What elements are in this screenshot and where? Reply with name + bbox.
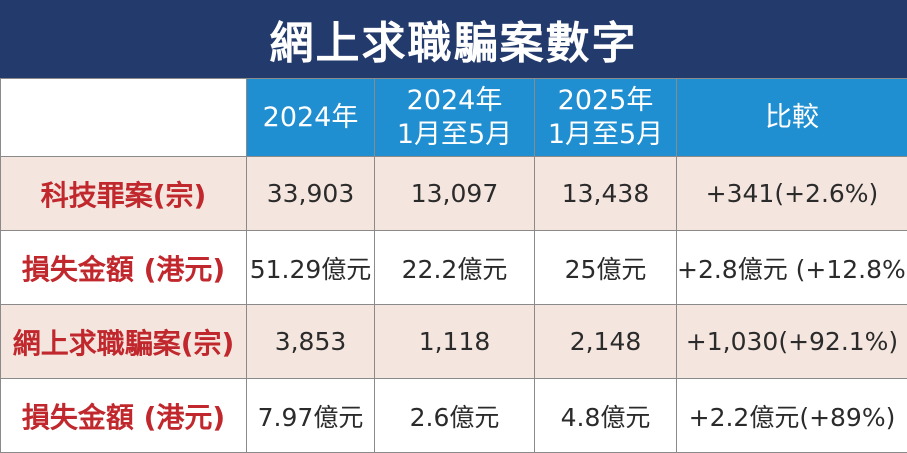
column-header-line: 2024年	[406, 84, 503, 116]
table-cell: +1,030(+92.1%)	[676, 304, 907, 379]
column-header-line: 1月至5月	[547, 118, 664, 150]
column-header-comparison: 比較	[676, 78, 907, 157]
header-corner-cell	[0, 78, 247, 157]
table-cell: 4.8億元	[534, 378, 677, 453]
table-cell: 2,148	[534, 304, 677, 379]
table-cell: +2.8億元 (+12.8%)	[676, 230, 907, 305]
column-header-line: 2025年	[557, 84, 654, 116]
table-cell: 3,853	[246, 304, 375, 379]
table-row: 科技罪案(宗) 33,903 13,097 13,438 +341(+2.6%)	[0, 156, 907, 231]
table-row: 損失金額 (港元) 51.29億元 22.2億元 25億元 +2.8億元 (+1…	[0, 230, 907, 305]
column-header-line: 比較	[765, 101, 819, 133]
table-cell: 25億元	[534, 230, 677, 305]
page-title: 網上求職騙案數字	[0, 0, 907, 78]
table-cell: 7.97億元	[246, 378, 375, 453]
table-row: 損失金額 (港元) 7.97億元 2.6億元 4.8億元 +2.2億元(+89%…	[0, 378, 907, 453]
table-cell: 13,097	[374, 156, 535, 231]
column-header-2024-jan-may: 2024年 1月至5月	[374, 78, 535, 157]
table-cell: 1,118	[374, 304, 535, 379]
table-cell: 51.29億元	[246, 230, 375, 305]
column-header-line: 2024年	[262, 101, 359, 133]
table-cell: 2.6億元	[374, 378, 535, 453]
row-label-job-scam-loss: 損失金額 (港元)	[0, 378, 247, 453]
statistics-table: 2024年 2024年 1月至5月 2025年 1月至5月 比較 科技罪案(宗)…	[0, 78, 907, 453]
table-cell: 33,903	[246, 156, 375, 231]
column-header-line: 1月至5月	[396, 118, 513, 150]
table-cell: 22.2億元	[374, 230, 535, 305]
table-row: 網上求職騙案(宗) 3,853 1,118 2,148 +1,030(+92.1…	[0, 304, 907, 379]
column-header-2024: 2024年	[246, 78, 375, 157]
row-label-job-scam-cases: 網上求職騙案(宗)	[0, 304, 247, 379]
column-header-2025-jan-may: 2025年 1月至5月	[534, 78, 677, 157]
row-label-tech-crime-loss: 損失金額 (港元)	[0, 230, 247, 305]
row-label-tech-crime-cases: 科技罪案(宗)	[0, 156, 247, 231]
table-cell: 13,438	[534, 156, 677, 231]
table-cell: +341(+2.6%)	[676, 156, 907, 231]
header-row: 2024年 2024年 1月至5月 2025年 1月至5月 比較	[0, 78, 907, 157]
table-cell: +2.2億元(+89%)	[676, 378, 907, 453]
